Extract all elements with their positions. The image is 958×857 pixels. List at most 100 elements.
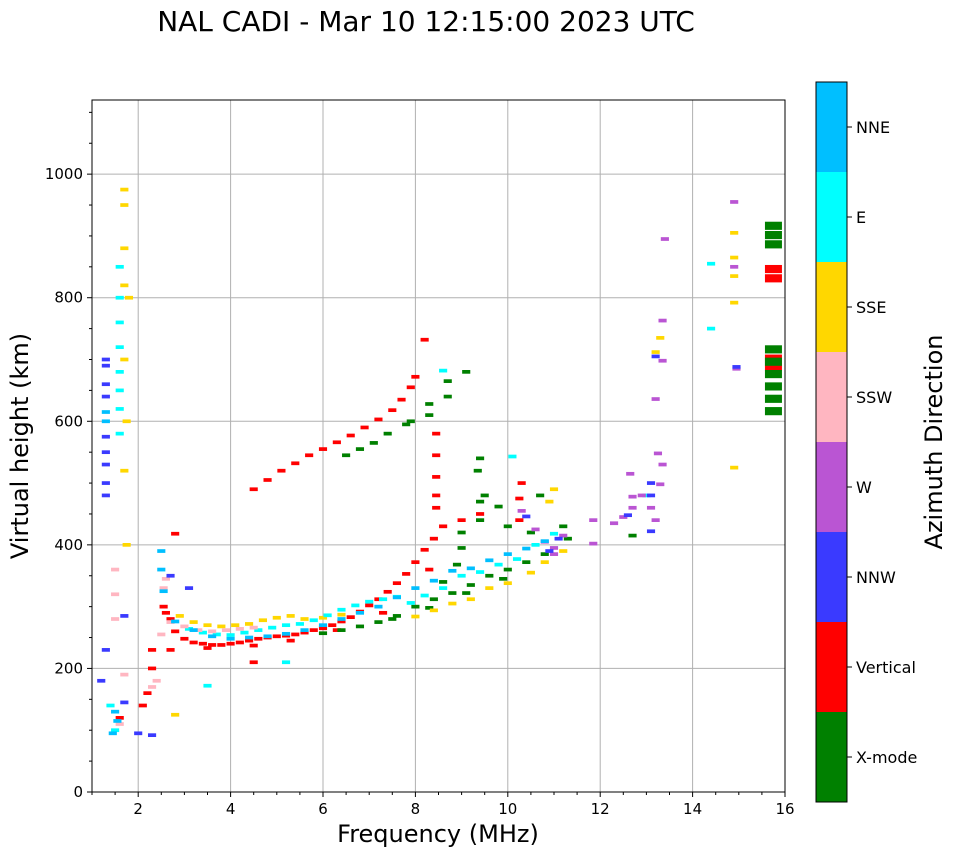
echo-point (212, 632, 221, 637)
echo-point (115, 264, 124, 269)
series-sse (120, 187, 739, 717)
echo-point (476, 512, 485, 516)
echo-point (101, 481, 110, 485)
echo-point (457, 546, 466, 550)
echo-point (263, 478, 272, 482)
echo-point (462, 591, 471, 595)
echo-point (300, 630, 309, 635)
echo-point (378, 597, 388, 602)
echo-point (653, 451, 663, 456)
echo-point (656, 336, 665, 340)
echo-point (120, 187, 129, 192)
echo-point (531, 527, 540, 532)
echo-point (466, 583, 475, 587)
echo-point (619, 515, 628, 519)
echo-point (439, 580, 448, 584)
y-tick-label: 400 (54, 536, 83, 554)
echo-point (111, 592, 120, 597)
echo-point (658, 318, 667, 323)
echo-point (406, 385, 415, 390)
echo-point (443, 394, 452, 399)
echo-point (101, 648, 110, 652)
echo-point (245, 622, 254, 626)
echo-point (268, 625, 277, 630)
echo-point (106, 703, 115, 708)
echo-point (217, 643, 226, 647)
echo-point (374, 620, 383, 624)
echo-point (503, 524, 512, 529)
y-tick-label: 600 (54, 412, 83, 430)
echo-point (101, 450, 110, 455)
echo-point (646, 493, 656, 498)
echo-point (101, 410, 110, 414)
echo-point (161, 610, 170, 615)
echo-point (355, 624, 365, 629)
echo-point (432, 475, 441, 479)
y-tick-label: 0 (73, 783, 83, 801)
echo-point (249, 660, 258, 665)
y-tick-label: 200 (54, 659, 83, 677)
echo-point (226, 636, 235, 641)
echo-point (764, 240, 782, 249)
echo-point (323, 613, 332, 618)
echo-point (452, 562, 462, 567)
echo-point (420, 337, 429, 342)
x-tick-label: 10 (498, 800, 517, 818)
echo-point (159, 604, 168, 609)
echo-point (111, 617, 120, 621)
echo-point (208, 634, 217, 639)
echo-point (512, 557, 522, 561)
series-e (106, 261, 716, 733)
echo-point (337, 628, 346, 632)
echo-point (115, 320, 124, 325)
echo-point (730, 230, 739, 235)
echo-point (171, 619, 180, 624)
echo-point (383, 589, 392, 594)
echo-point (120, 357, 129, 362)
colorbar-segment (816, 352, 847, 442)
echo-point (328, 623, 337, 628)
echo-point (432, 431, 441, 436)
data-points (97, 187, 782, 738)
colorbar-segment (816, 442, 847, 532)
echo-point (503, 552, 512, 556)
echo-point (545, 499, 554, 504)
echo-point (115, 431, 124, 436)
echo-point (203, 623, 212, 628)
echo-point (429, 536, 438, 541)
echo-point (732, 365, 741, 369)
echo-point (589, 541, 598, 546)
echo-point (392, 614, 401, 618)
echo-point (545, 549, 554, 553)
echo-point (143, 691, 152, 695)
colorbar-tick-label: E (856, 208, 866, 227)
echo-point (115, 388, 124, 393)
echo-point (651, 518, 660, 522)
echo-point (235, 627, 244, 631)
echo-point (432, 453, 441, 458)
echo-point (526, 570, 535, 575)
echo-point (295, 622, 304, 626)
echo-point (485, 586, 494, 590)
echo-point (448, 601, 457, 606)
echo-point (374, 597, 383, 602)
echo-point (730, 465, 739, 470)
echo-point (166, 617, 175, 621)
echo-point (337, 612, 346, 617)
colorbar-segment (816, 532, 847, 622)
echo-point (157, 567, 166, 572)
y-axis-label: Virtual height (km) (6, 333, 34, 559)
colorbar-tick-label: SSE (856, 298, 886, 317)
echo-point (309, 618, 318, 623)
echo-point (175, 614, 184, 618)
echo-point (245, 638, 254, 643)
echo-point (115, 716, 124, 720)
chart-title: NAL CADI - Mar 10 12:15:00 2023 UTC (157, 5, 695, 38)
echo-point (108, 731, 117, 736)
echo-point (402, 422, 411, 427)
echo-point (540, 539, 549, 544)
echo-point (540, 560, 549, 565)
x-tick-label: 4 (226, 800, 236, 818)
echo-point (189, 620, 198, 624)
